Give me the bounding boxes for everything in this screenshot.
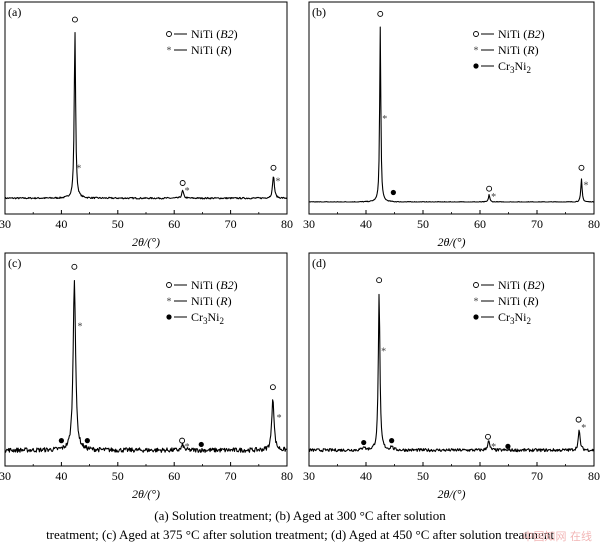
x-tick-label: 70 bbox=[225, 469, 237, 483]
panel-label: (b) bbox=[312, 5, 326, 19]
peak-marker-dot bbox=[58, 438, 64, 444]
xrd-trace bbox=[4, 31, 288, 200]
figure-caption-line-1: (a) Solution treatment; (b) Aged at 300 … bbox=[154, 508, 446, 523]
x-tick-label: 60 bbox=[474, 469, 486, 483]
x-axis-label: 2θ/(°) bbox=[437, 235, 465, 249]
x-tick-label: 50 bbox=[417, 217, 429, 231]
peak-marker-asterisk: * bbox=[185, 442, 190, 453]
peak-marker-asterisk: * bbox=[584, 180, 589, 191]
peak-marker-circle bbox=[376, 277, 383, 284]
x-tick-label: 30 bbox=[303, 217, 315, 231]
x-tick-label: 30 bbox=[0, 469, 11, 483]
legend-label: Cr3Ni2 bbox=[498, 310, 531, 326]
x-tick-label: 80 bbox=[588, 469, 600, 483]
x-tick-label: 30 bbox=[0, 217, 11, 231]
panel-label: (a) bbox=[8, 5, 21, 19]
peak-marker-dot bbox=[505, 443, 511, 449]
panel-label: (c) bbox=[8, 256, 21, 270]
peak-marker-circle bbox=[377, 10, 384, 17]
x-tick-label: 80 bbox=[281, 217, 293, 231]
x-tick-label: 40 bbox=[55, 217, 67, 231]
legend-marker-asterisk: * bbox=[474, 46, 479, 57]
peak-marker-circle bbox=[269, 384, 276, 391]
x-tick-label: 70 bbox=[531, 469, 543, 483]
peak-marker-dot bbox=[361, 439, 367, 446]
legend-label: NiTi (R) bbox=[498, 43, 539, 57]
legend-marker-circle bbox=[166, 282, 172, 288]
legend-marker-asterisk: * bbox=[167, 297, 172, 308]
legend-marker-circle bbox=[473, 31, 479, 37]
xrd-trace bbox=[308, 293, 595, 453]
peak-marker-circle bbox=[485, 433, 491, 440]
peak-marker-asterisk: * bbox=[76, 163, 81, 174]
plot-frame bbox=[308, 252, 595, 467]
peak-marker-asterisk: * bbox=[581, 423, 586, 434]
peak-marker-asterisk: * bbox=[275, 177, 280, 188]
peak-marker-asterisk: * bbox=[185, 186, 190, 197]
plot-frame bbox=[308, 1, 595, 215]
x-tick-label: 60 bbox=[168, 217, 180, 231]
peak-marker-asterisk: * bbox=[381, 346, 386, 357]
legend-label: Cr3Ni2 bbox=[191, 310, 224, 326]
peak-marker-asterisk: * bbox=[382, 114, 387, 125]
peak-marker-dot bbox=[84, 438, 90, 444]
figure-caption-line-2: treatment; (c) Aged at 375 °C after solu… bbox=[46, 527, 554, 542]
peak-marker-circle bbox=[575, 416, 582, 423]
peak-marker-circle bbox=[71, 263, 78, 270]
legend-label: NiTi (B2) bbox=[498, 27, 545, 41]
peak-marker-asterisk: * bbox=[491, 442, 496, 453]
peak-marker-circle bbox=[578, 164, 585, 171]
legend-marker-dot bbox=[473, 63, 479, 69]
peak-marker-asterisk: * bbox=[78, 322, 83, 333]
legend-marker-circle bbox=[166, 31, 172, 37]
peak-marker-circle bbox=[71, 16, 78, 23]
x-tick-label: 40 bbox=[55, 469, 67, 483]
peak-marker-asterisk: * bbox=[277, 413, 282, 424]
x-tick-label: 80 bbox=[588, 217, 600, 231]
peak-marker-circle bbox=[270, 164, 277, 171]
x-tick-label: 70 bbox=[531, 217, 543, 231]
x-tick-label: 70 bbox=[225, 217, 237, 231]
panel-label: (d) bbox=[312, 256, 326, 270]
peak-marker-circle bbox=[179, 180, 186, 186]
peak-marker-dot bbox=[390, 189, 396, 196]
legend-label: Cr3Ni2 bbox=[498, 59, 531, 75]
legend-label: NiTi (R) bbox=[191, 294, 232, 308]
legend-label: NiTi (B2) bbox=[191, 278, 238, 292]
plot-frame bbox=[4, 1, 288, 215]
x-axis-label: 2θ/(°) bbox=[437, 487, 465, 501]
legend-label: NiTi (R) bbox=[191, 43, 232, 57]
plot-frame bbox=[4, 252, 288, 467]
x-tick-label: 50 bbox=[417, 469, 429, 483]
peak-marker-circle bbox=[486, 185, 493, 192]
x-tick-label: 80 bbox=[281, 469, 293, 483]
legend-marker-asterisk: * bbox=[474, 297, 479, 308]
legend-marker-dot bbox=[166, 314, 172, 320]
x-axis-label: 2θ/(°) bbox=[132, 487, 160, 501]
peak-marker-circle bbox=[179, 437, 186, 444]
legend-marker-asterisk: * bbox=[167, 46, 172, 57]
x-tick-label: 50 bbox=[112, 469, 124, 483]
x-tick-label: 60 bbox=[168, 469, 180, 483]
peak-marker-dot bbox=[198, 441, 204, 448]
legend-marker-circle bbox=[473, 282, 479, 288]
x-tick-label: 60 bbox=[474, 217, 486, 231]
legend-label: NiTi (B2) bbox=[191, 27, 238, 41]
x-axis-label: 2θ/(°) bbox=[132, 235, 160, 249]
legend-label: NiTi (R) bbox=[498, 294, 539, 308]
peak-marker-dot bbox=[389, 438, 395, 444]
x-tick-label: 40 bbox=[360, 469, 372, 483]
x-tick-label: 40 bbox=[360, 217, 372, 231]
xrd-trace bbox=[308, 26, 594, 203]
peak-marker-asterisk: * bbox=[491, 192, 496, 203]
watermark-text: 中国知网 在线 bbox=[522, 530, 593, 543]
x-tick-label: 30 bbox=[303, 469, 315, 483]
legend-marker-dot bbox=[473, 314, 479, 320]
x-tick-label: 50 bbox=[112, 217, 124, 231]
xrd-trace bbox=[4, 280, 288, 453]
legend-label: NiTi (B2) bbox=[498, 278, 545, 292]
